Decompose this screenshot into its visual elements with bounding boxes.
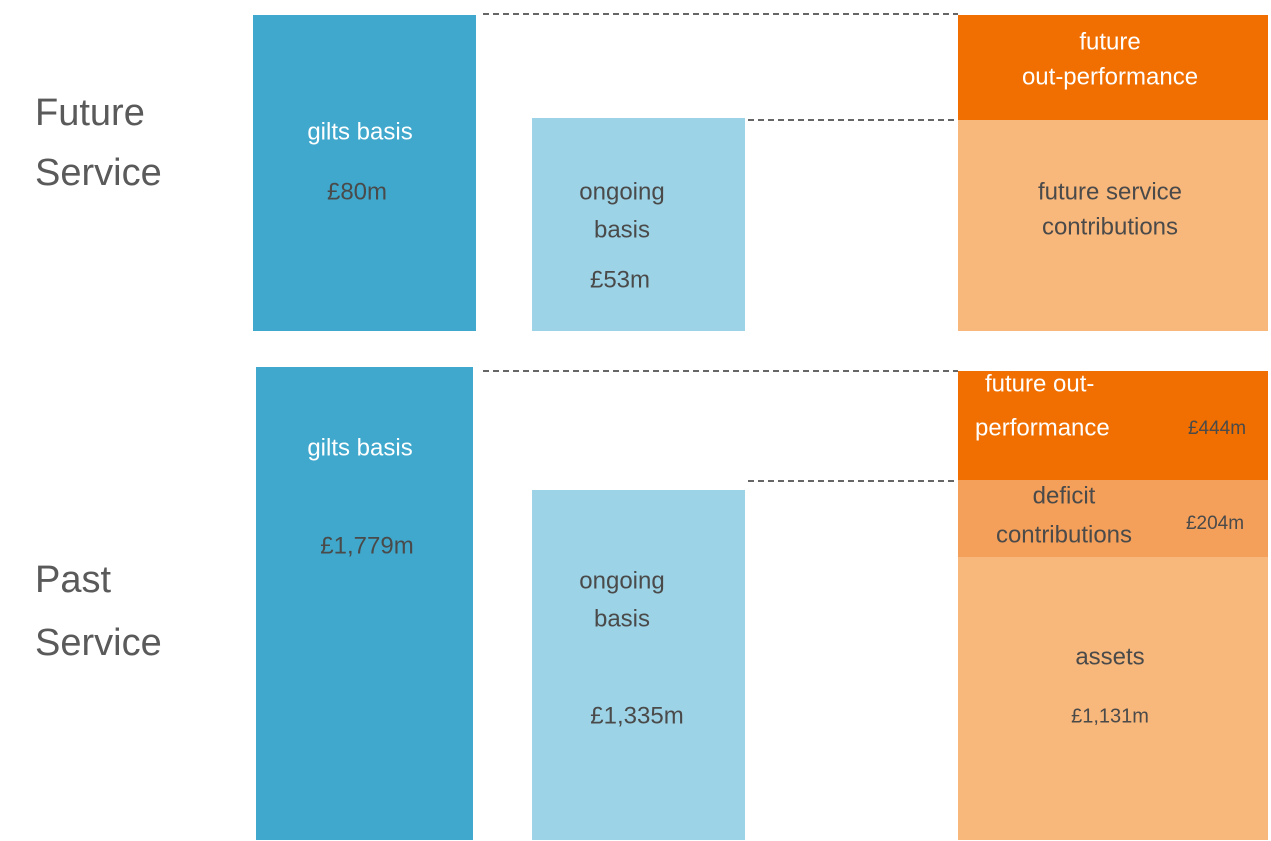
box-label: assets (1075, 643, 1144, 670)
box-value: £1,335m (590, 702, 683, 729)
box-label: future (1079, 28, 1140, 55)
section-label: Future (35, 92, 145, 134)
box-value: £80m (327, 178, 387, 205)
box-label: deficit (1033, 482, 1096, 509)
box-label: basis (594, 216, 650, 243)
box-label: ongoing (579, 178, 664, 205)
contributions-box (958, 120, 1268, 331)
box-label: future service (1038, 178, 1182, 205)
box-value: £53m (590, 266, 650, 293)
section-label: Past (35, 559, 111, 601)
box-value: £1,131m (1071, 705, 1149, 727)
ongoing-box (532, 490, 745, 840)
deficit-box (958, 480, 1268, 557)
outperformance-box (958, 371, 1268, 480)
box-label: contributions (996, 521, 1132, 548)
box-label: out-performance (1022, 63, 1198, 90)
box-label: performance (975, 414, 1110, 441)
box-label: basis (594, 605, 650, 632)
section-label: Service (35, 622, 162, 664)
ongoing-box (532, 118, 745, 331)
box-value: £444m (1188, 418, 1246, 439)
gilts-box (256, 367, 473, 840)
box-label: gilts basis (307, 118, 412, 145)
assets-box (958, 557, 1268, 840)
gilts-box (253, 15, 476, 331)
outperformance-box (958, 15, 1268, 120)
box-label: future out- (985, 370, 1094, 397)
section-label: Service (35, 152, 162, 194)
box-label: gilts basis (307, 434, 412, 461)
box-label: ongoing (579, 567, 664, 594)
box-label: contributions (1042, 213, 1178, 240)
box-value: £204m (1186, 513, 1244, 534)
box-value: £1,779m (320, 532, 413, 559)
